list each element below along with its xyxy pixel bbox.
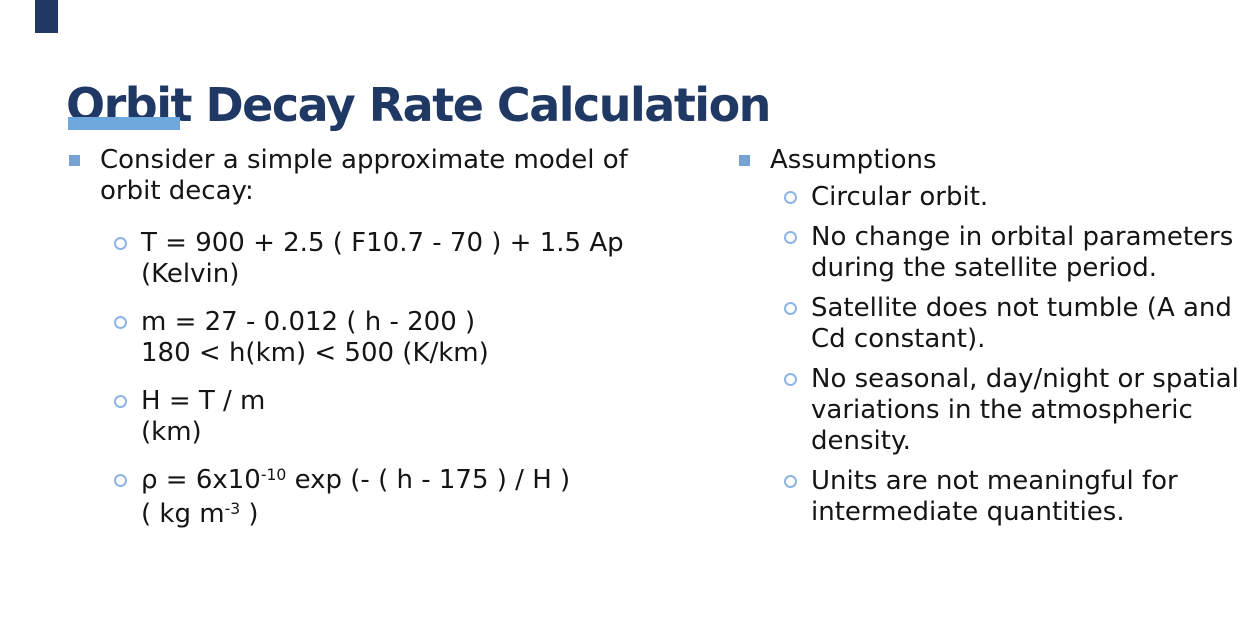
bullet-item-text: Circular orbit. xyxy=(811,182,988,213)
title-underline-bar xyxy=(68,117,180,130)
bullet-item-text: T = 900 + 2.5 ( F10.7 - 70 ) + 1.5 Ap (Ke… xyxy=(141,228,624,290)
bullet-item-text: Satellite does not tumble (A and Cd const… xyxy=(811,293,1232,355)
topic-heading: Consider a simple approximate model of or… xyxy=(100,145,628,207)
bullet-item-text: Units are not meaningful for intermediate… xyxy=(811,466,1178,528)
circle-bullet-icon xyxy=(114,395,127,408)
right-column: Assumptions Circular orbit. No change in … xyxy=(738,145,1258,537)
bullet-item: T = 900 + 2.5 ( F10.7 - 70 ) + 1.5 Ap (Ke… xyxy=(68,228,718,290)
circle-bullet-icon xyxy=(784,373,797,386)
text-line: H = T / m xyxy=(141,386,266,416)
text-line: Circular orbit. xyxy=(811,182,989,212)
bullet-item: No change in orbital parameters during th… xyxy=(738,222,1258,284)
circle-bullet-icon xyxy=(784,475,797,488)
text-line: m = 27 - 0.012 ( h - 200 ) xyxy=(141,307,476,337)
topic-row: Assumptions xyxy=(738,145,1258,182)
text-line: ρ = 6x10-10 exp (- ( h - 175 ) / H ) xyxy=(141,465,571,495)
circle-bullet-icon xyxy=(114,316,127,329)
sub-item-list: T = 900 + 2.5 ( F10.7 - 70 ) + 1.5 Ap (Ke… xyxy=(68,228,718,533)
square-bullet-icon xyxy=(739,155,750,166)
text-line: Cd constant). xyxy=(811,324,986,354)
bullet-item: Circular orbit. xyxy=(738,182,1258,213)
bullet-item: H = T / m (km) xyxy=(68,386,718,448)
bullet-item-text: ρ = 6x10-10 exp (- ( h - 175 ) / H ) ( kg… xyxy=(141,465,570,533)
heading-line: Assumptions xyxy=(770,145,937,175)
text-line: Satellite does not tumble (A and xyxy=(811,293,1232,323)
circle-bullet-icon xyxy=(114,474,127,487)
bullet-item-text: No change in orbital parameters during th… xyxy=(811,222,1233,284)
text-line: ( kg m-3 ) xyxy=(141,499,259,529)
topic-row: Consider a simple approximate model of or… xyxy=(68,145,718,228)
text-line: Units are not meaningful for xyxy=(811,466,1178,496)
circle-bullet-icon xyxy=(114,237,127,250)
bullet-item: No seasonal, day/night or spatial variati… xyxy=(738,364,1258,457)
circle-bullet-icon xyxy=(784,302,797,315)
bullet-item-text: No seasonal, day/night or spatial variati… xyxy=(811,364,1239,457)
left-column: Consider a simple approximate model of or… xyxy=(68,145,718,550)
bullet-item: Satellite does not tumble (A and Cd const… xyxy=(738,293,1258,355)
text-line: T = 900 + 2.5 ( F10.7 - 70 ) + 1.5 Ap xyxy=(141,228,624,258)
square-bullet-icon xyxy=(69,155,80,166)
bullet-item-text: m = 27 - 0.012 ( h - 200 ) 180 < h(km) < … xyxy=(141,307,489,369)
topic-heading: Assumptions xyxy=(770,145,937,176)
heading-line: Consider a simple approximate model of xyxy=(100,145,628,175)
slide-title: Orbit Decay Rate Calculation xyxy=(66,77,771,132)
text-line: intermediate quantities. xyxy=(811,497,1125,527)
circle-bullet-icon xyxy=(784,231,797,244)
text-line: 180 < h(km) < 500 (K/km) xyxy=(141,338,489,368)
text-line: density. xyxy=(811,426,911,456)
bullet-item-text: H = T / m (km) xyxy=(141,386,265,448)
text-line: No seasonal, day/night or spatial xyxy=(811,364,1239,394)
circle-bullet-icon xyxy=(784,191,797,204)
corner-accent-bar xyxy=(35,0,58,33)
heading-line: orbit decay: xyxy=(100,176,254,206)
bullet-item: m = 27 - 0.012 ( h - 200 ) 180 < h(km) < … xyxy=(68,307,718,369)
text-line: No change in orbital parameters xyxy=(811,222,1234,252)
text-line: variations in the atmospheric xyxy=(811,395,1193,425)
sub-item-list: Circular orbit. No change in orbital para… xyxy=(738,182,1258,528)
text-line: during the satellite period. xyxy=(811,253,1157,283)
bullet-item: ρ = 6x10-10 exp (- ( h - 175 ) / H ) ( kg… xyxy=(68,465,718,533)
text-line: (km) xyxy=(141,417,202,447)
bullet-item: Units are not meaningful for intermediate… xyxy=(738,466,1258,528)
text-line: (Kelvin) xyxy=(141,259,240,289)
